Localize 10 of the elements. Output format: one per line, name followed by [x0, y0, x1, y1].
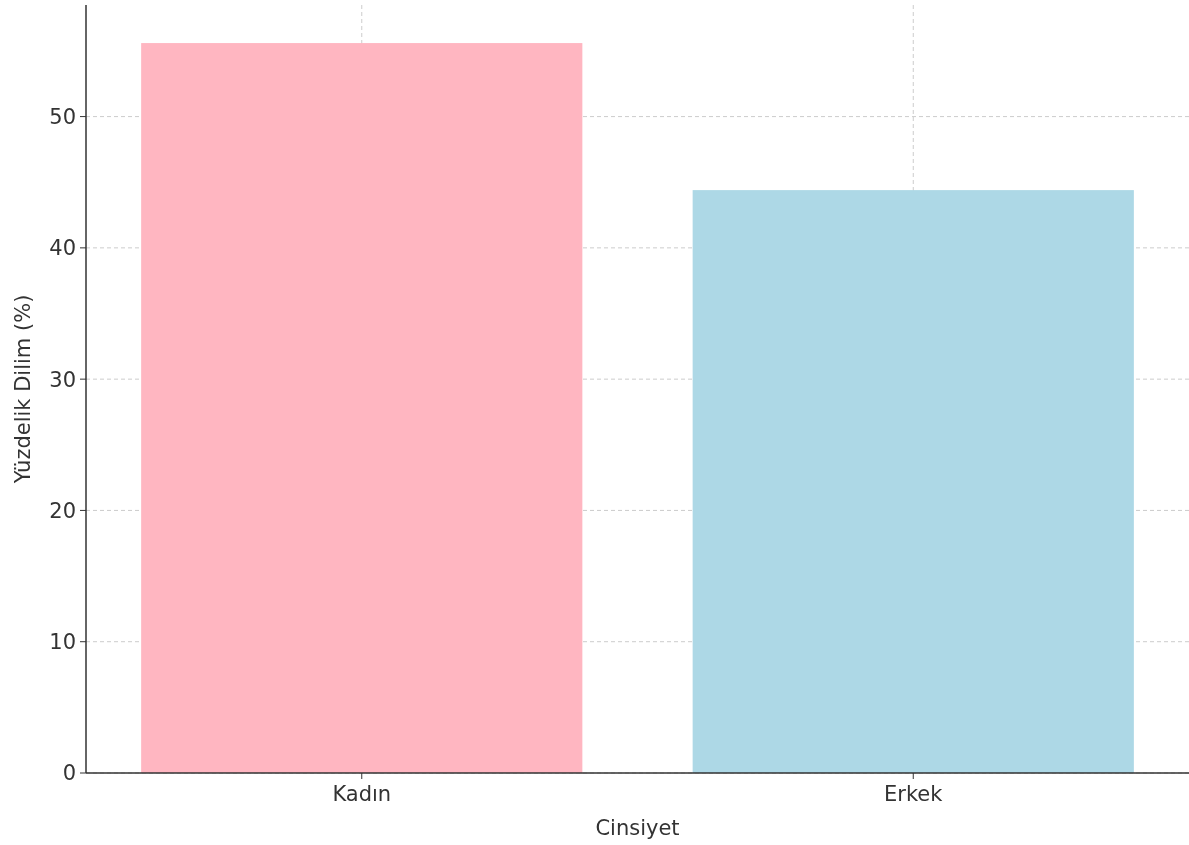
- y-tick-label: 10: [49, 630, 76, 655]
- x-tick-label: Kadın: [332, 782, 392, 806]
- x-axis-title: Cinsiyet: [595, 816, 680, 840]
- y-tick-label: 30: [49, 367, 76, 392]
- x-tick-label: Erkek: [884, 782, 944, 806]
- y-axis-title: Yüzdelik Dilim (%): [11, 294, 35, 485]
- y-tick-label: 50: [49, 104, 76, 129]
- y-tick-label: 40: [49, 236, 76, 261]
- y-tick-label: 20: [49, 498, 76, 523]
- y-tick-label: 0: [62, 761, 76, 786]
